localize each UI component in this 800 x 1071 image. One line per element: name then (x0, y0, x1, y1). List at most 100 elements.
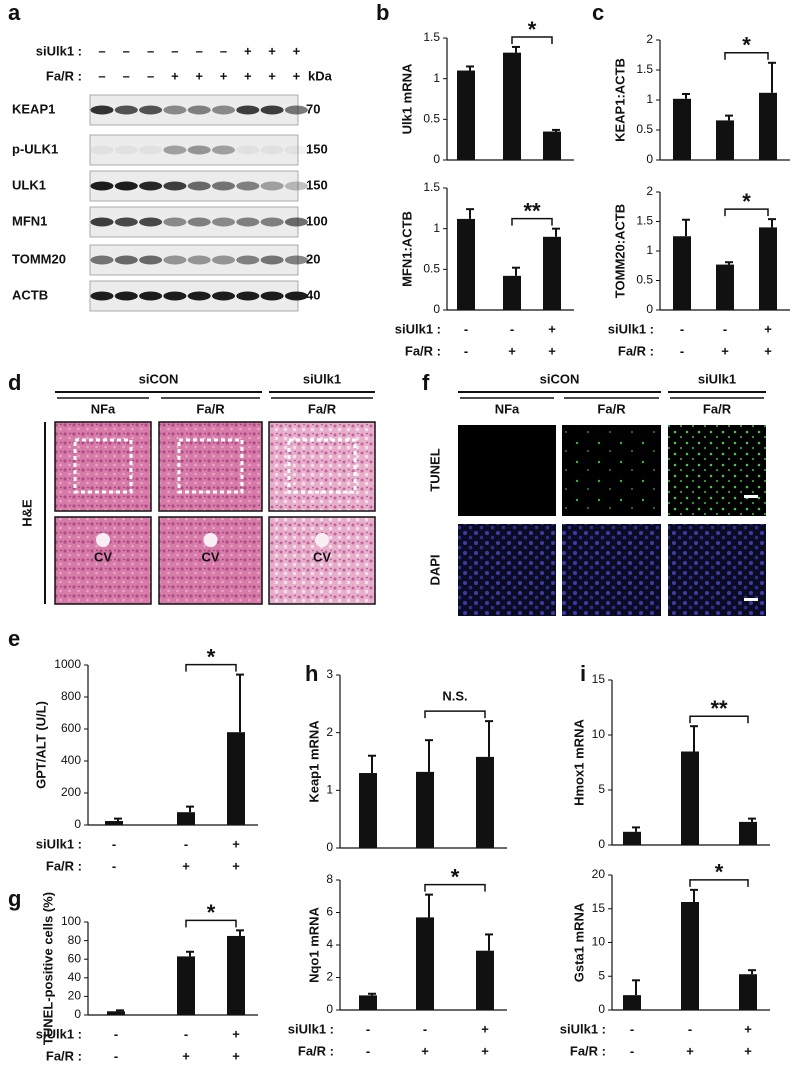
group-header: siUlk1 (303, 371, 341, 386)
blot-band (114, 291, 138, 301)
y-tick-label: 0 (598, 837, 605, 851)
condition-label: Fa/R : (46, 68, 82, 83)
condition-sign: + (182, 1048, 190, 1063)
blot-strip (89, 134, 299, 166)
bar (107, 1011, 125, 1015)
condition-sign: + (268, 43, 276, 58)
blot-band (236, 217, 260, 227)
y-tick-label: 80 (68, 933, 82, 947)
y-tick-label: 0 (74, 1007, 81, 1021)
blot-row-label: MFN1 (12, 213, 47, 228)
y-tick-label: 4 (326, 937, 333, 951)
blot-band (114, 181, 138, 191)
condition-sign: – (123, 43, 130, 58)
condition-sign: + (481, 1043, 489, 1058)
panel-label: e (8, 626, 20, 651)
condition-label: Fa/R : (298, 1043, 334, 1058)
condition-sign: - (366, 1021, 370, 1036)
group-header: siCON (139, 371, 179, 386)
significance-bracket (424, 883, 486, 892)
significance-label: ** (523, 198, 541, 223)
blot-band (163, 105, 187, 115)
condition-label: siUlk1 : (36, 836, 82, 851)
y-axis-label: KEAP1:ACTB (612, 58, 627, 142)
y-tick-label: 1000 (54, 657, 81, 671)
condition-sign: - (184, 1026, 188, 1041)
condition-sign: - (366, 1043, 370, 1058)
blot-band (163, 255, 187, 265)
y-tick-label: 0 (433, 302, 440, 316)
condition-sign: + (744, 1021, 752, 1036)
bar (105, 821, 123, 825)
blot-band (236, 181, 260, 191)
significance-label: * (715, 860, 724, 885)
kda-marker: 40 (306, 287, 320, 302)
bar (681, 751, 699, 845)
zoom-box (73, 438, 133, 494)
blot-band (284, 105, 308, 115)
group-header: siUlk1 (698, 371, 736, 386)
kda-marker: 150 (306, 141, 328, 156)
bar (503, 52, 521, 160)
blot-row-label: TOMM20 (12, 251, 66, 266)
y-tick-label: 0.5 (636, 122, 653, 136)
condition-sign: – (171, 43, 178, 58)
condition-header: Fa/R (308, 401, 337, 416)
y-tick-label: 5 (598, 968, 605, 982)
condition-sign: - (723, 321, 727, 336)
bar (416, 771, 434, 848)
blot-band (139, 255, 163, 265)
y-tick-label: 0 (646, 152, 653, 166)
blot-band (139, 105, 163, 115)
bar (543, 236, 561, 310)
blot-band (212, 145, 235, 155)
condition-header: Fa/R (703, 401, 732, 416)
condition-sign: - (112, 836, 116, 851)
blot-band (284, 291, 308, 301)
condition-sign: + (721, 343, 729, 358)
condition-sign: - (114, 1026, 118, 1041)
y-tick-label: 15 (592, 672, 606, 686)
y-tick-label: 1 (326, 783, 333, 797)
micrograph (562, 425, 661, 516)
blot-band (284, 255, 308, 265)
y-tick-label: 0 (326, 1002, 333, 1016)
blot-band (236, 145, 260, 155)
y-tick-label: 10 (592, 935, 606, 949)
kda-marker: 100 (306, 213, 328, 228)
significance-label: * (742, 189, 751, 214)
y-tick-label: 1 (646, 243, 653, 257)
blot-band (212, 105, 235, 115)
blot-band (260, 217, 284, 227)
bar (359, 773, 377, 848)
blot-band (139, 145, 163, 155)
condition-sign: + (508, 343, 516, 358)
blot-band (90, 291, 114, 301)
condition-label: Fa/R : (618, 343, 654, 358)
y-tick-label: 2 (326, 970, 333, 984)
y-tick-label: 5 (598, 782, 605, 796)
blot-band (114, 105, 138, 115)
condition-sign: + (182, 858, 190, 873)
condition-sign: + (244, 43, 252, 58)
bar (476, 950, 494, 1010)
blot-band (90, 181, 114, 191)
panel-label: d (8, 370, 21, 395)
panel-label: a (8, 0, 21, 25)
bar (739, 974, 757, 1010)
micrograph (54, 516, 152, 605)
y-tick-label: 0 (74, 817, 81, 831)
condition-sign: + (232, 858, 240, 873)
micrograph (668, 425, 766, 516)
bar (476, 756, 494, 848)
condition-label: siUlk1 : (288, 1021, 334, 1036)
blot-band (212, 291, 235, 301)
condition-label: Fa/R : (46, 858, 82, 873)
blot-band (114, 145, 138, 155)
y-tick-label: 0 (326, 840, 333, 854)
bar (503, 275, 521, 310)
panel-label: c (592, 0, 604, 25)
blot-band (187, 255, 211, 265)
y-tick-label: 20 (592, 867, 606, 881)
significance-bracket (689, 879, 749, 887)
